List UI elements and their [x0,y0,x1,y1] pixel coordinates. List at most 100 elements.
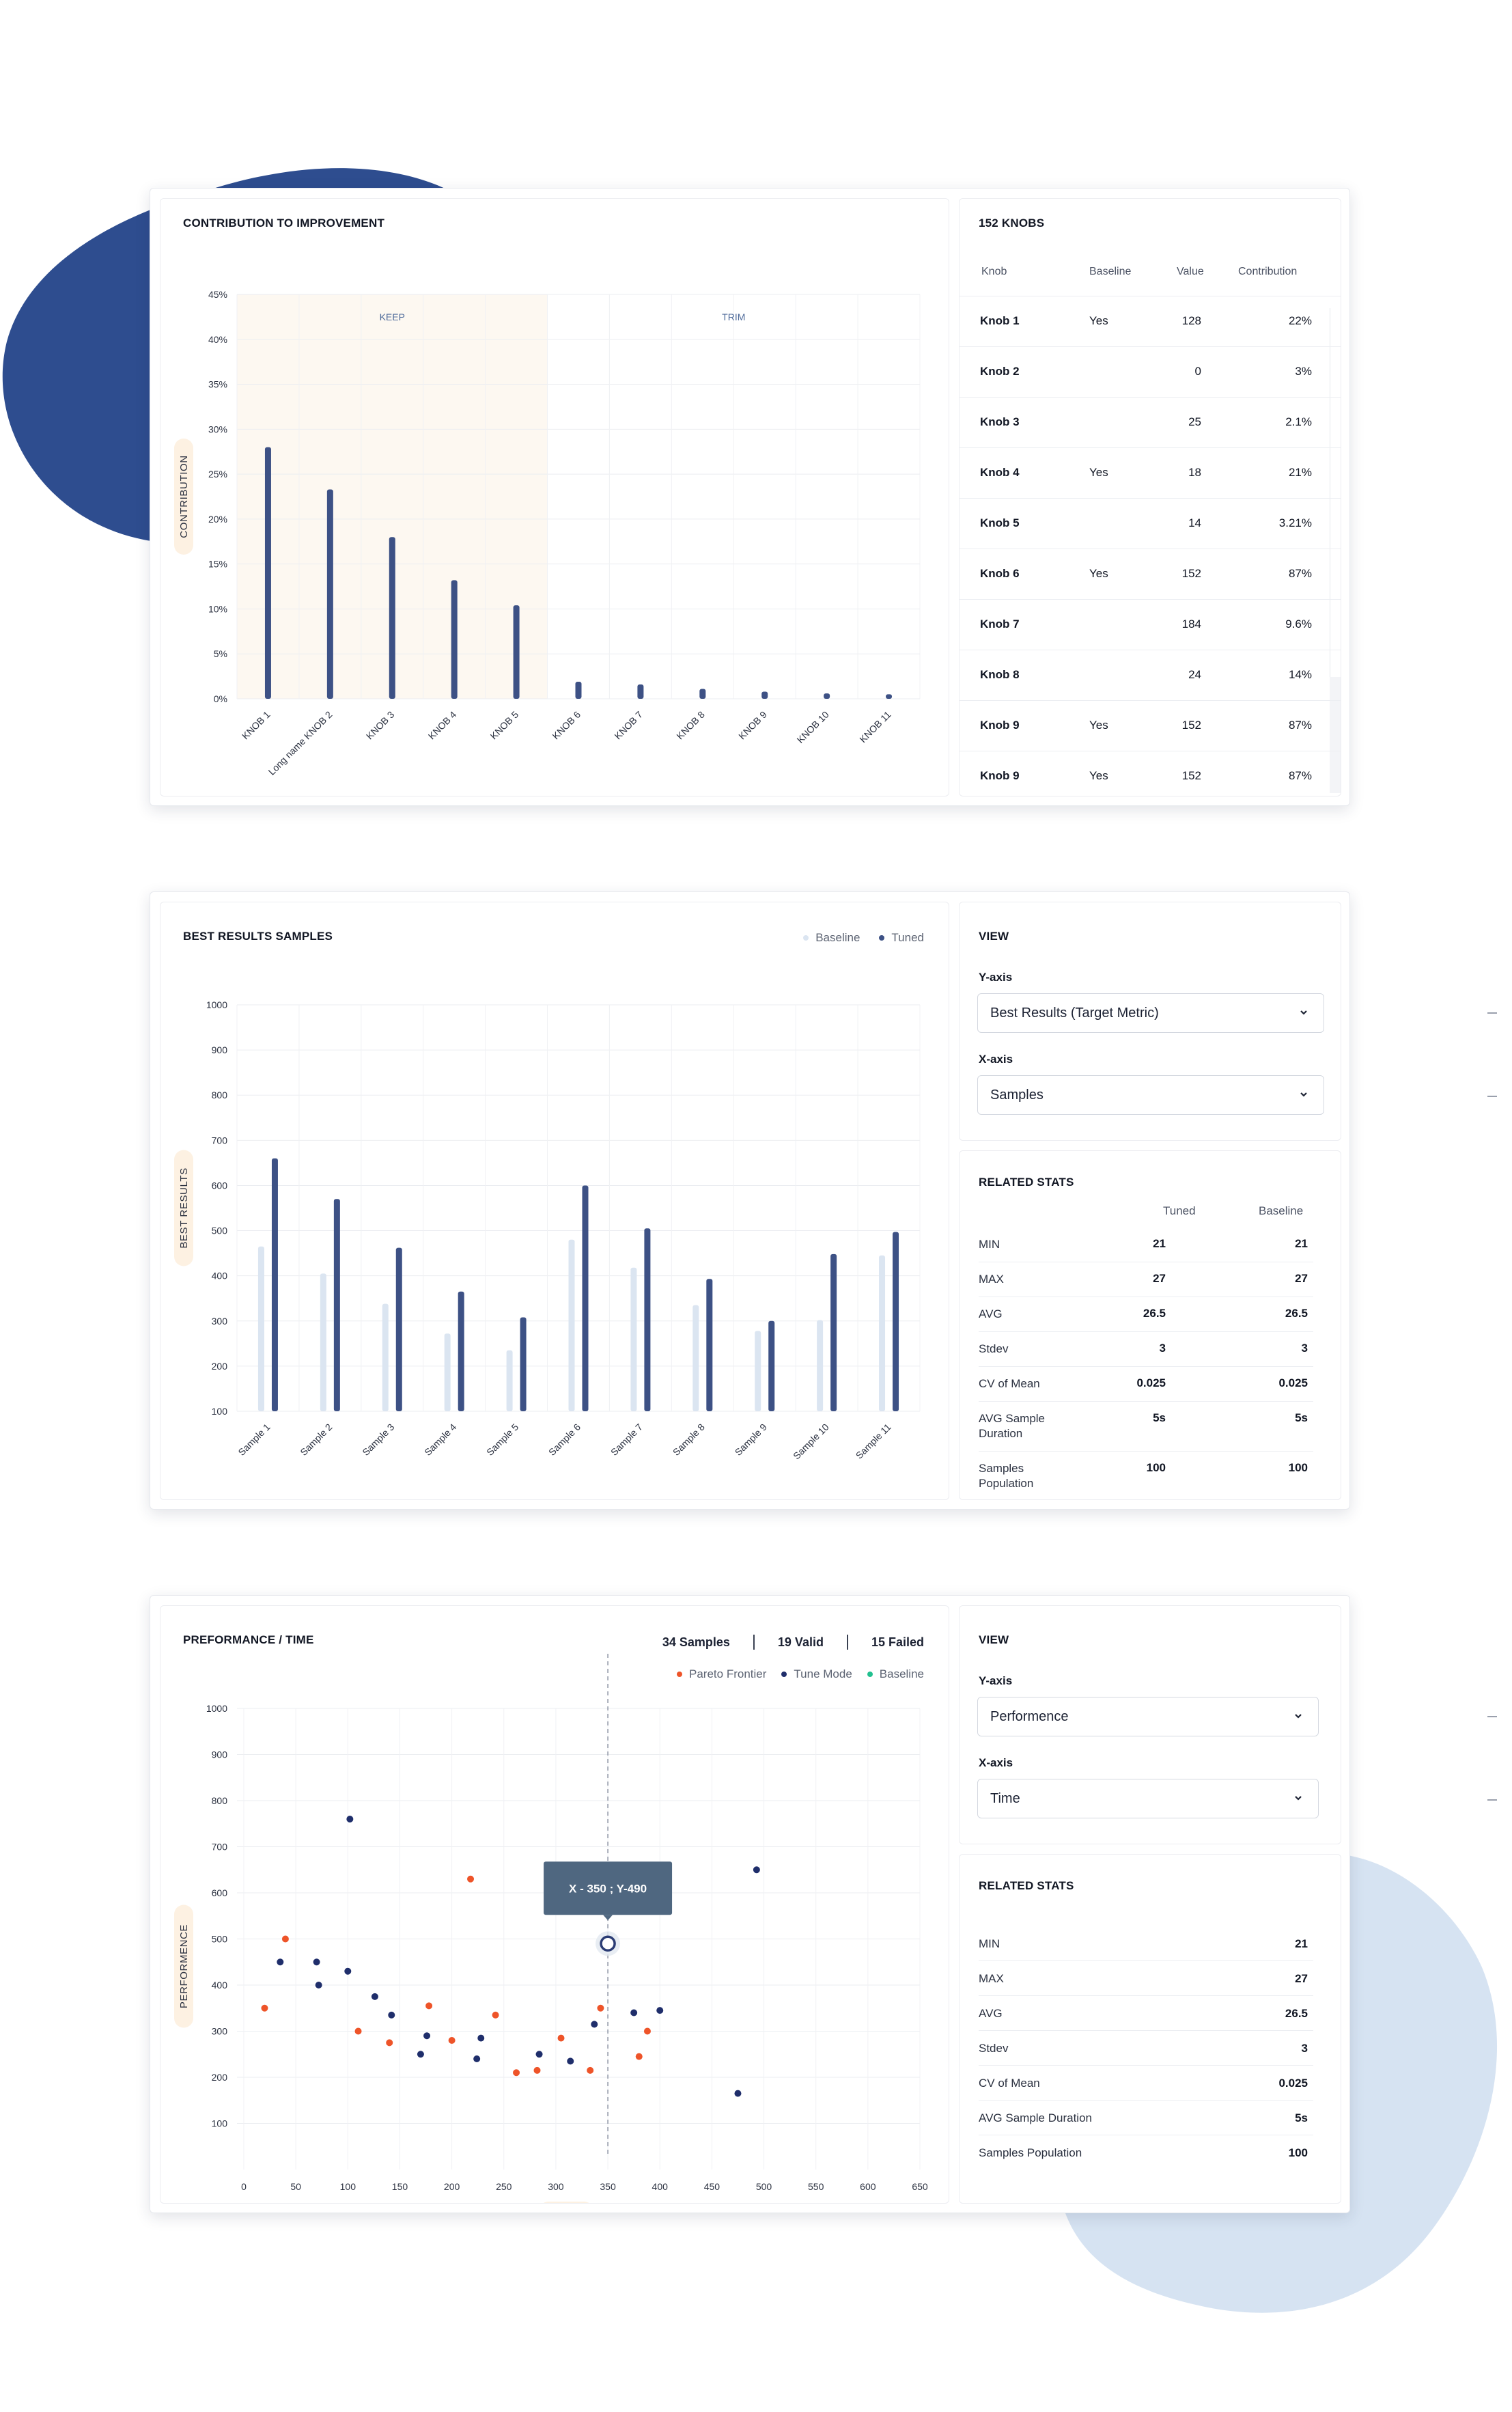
bar[interactable] [389,537,395,699]
bar[interactable] [575,682,582,699]
table-row[interactable]: Knob 6 Yes 152 87% [960,549,1341,599]
tune-mode-point[interactable] [346,1816,354,1822]
y-tick-label: 300 [212,1316,228,1327]
pareto-point[interactable] [425,2002,433,2010]
baseline-bar[interactable] [879,1255,886,1411]
pareto-point[interactable] [261,2004,268,2012]
tune-mode-point[interactable] [753,1866,760,1874]
tuned-bar[interactable] [706,1279,713,1411]
pareto-point[interactable] [597,2004,604,2012]
tuned-bar[interactable] [830,1253,837,1411]
table-row[interactable]: Knob 8 24 14% [960,650,1341,700]
pareto-point[interactable] [635,2053,643,2060]
table-row[interactable]: Knob 7 184 9.6% [960,599,1341,650]
baseline-bar[interactable] [568,1239,575,1411]
bar[interactable] [761,691,768,699]
stat-tuned-value: 3 [1159,1342,1166,1355]
baseline-bar[interactable] [755,1331,761,1411]
tune-mode-point[interactable] [277,1958,284,1966]
baseline-bar[interactable] [382,1303,389,1411]
performance-scatter-chart[interactable]: 100 200 300 400 500 600 700 800 900 1000 0 50 100 150… [160,1606,949,2204]
y-axis-select[interactable]: Best Results (Target Metric) [977,993,1324,1033]
legend-item-pareto[interactable]: Pareto Frontier [677,1667,766,1681]
bar[interactable] [264,447,271,699]
tune-mode-point[interactable] [734,2090,742,2097]
table-row[interactable]: Knob 3 25 2.1% [960,397,1341,447]
tune-mode-point[interactable] [473,2055,481,2062]
tune-mode-point[interactable] [656,2007,664,2014]
table-row[interactable]: Knob 4 Yes 18 21% [960,447,1341,498]
table-row[interactable]: Knob 2 0 3% [960,346,1341,397]
column-header-knob[interactable]: Knob [981,266,1007,277]
baseline-bar[interactable] [630,1267,637,1411]
pareto-point[interactable] [354,2027,362,2035]
legend-label: Tune Mode [794,1667,852,1680]
tune-mode-point[interactable] [344,1967,352,1975]
tune-mode-point[interactable] [388,2011,395,2019]
tuned-bar[interactable] [893,1232,899,1411]
highlight-point[interactable] [600,1935,616,1952]
tune-mode-point[interactable] [591,2021,598,2028]
baseline-bar[interactable] [257,1246,264,1411]
x-tick-label: Sample 1 [236,1422,272,1458]
tuned-bar[interactable] [644,1228,651,1411]
table-row[interactable]: Knob 1 Yes 128 22% [960,296,1341,346]
pareto-point[interactable] [492,2011,499,2019]
knobs-table-panel[interactable]: 152 KNOBS Knob Baseline Value Contributi… [959,198,1341,796]
x-axis-select[interactable]: Samples [977,1075,1324,1115]
baseline-bar[interactable] [320,1273,326,1411]
tuned-bar[interactable] [582,1185,589,1411]
bar[interactable] [513,605,520,699]
baseline-bar[interactable] [692,1305,699,1411]
tuned-bar[interactable] [520,1317,527,1411]
x-tick-label: Sample 6 [546,1422,583,1458]
table-row[interactable]: Knob 9 Yes 152 87% [960,700,1341,751]
legend-item-baseline[interactable]: Baseline [803,931,860,945]
tuned-bar[interactable] [271,1158,278,1411]
baseline-bar[interactable] [817,1320,824,1411]
tune-mode-point[interactable] [477,2034,485,2042]
bar[interactable] [886,694,893,699]
tune-mode-point[interactable] [567,2057,574,2065]
tune-mode-point[interactable] [423,2032,431,2040]
table-row[interactable]: Knob 5 14 3.21% [960,498,1341,549]
bar[interactable] [451,580,458,699]
tune-mode-point[interactable] [630,2009,638,2016]
tuned-bar[interactable] [395,1247,402,1411]
pareto-point[interactable] [557,2034,565,2042]
bar[interactable] [326,489,333,699]
pareto-point[interactable] [643,2027,651,2035]
x-axis-select[interactable]: Time [977,1779,1319,1818]
pareto-point[interactable] [386,2039,393,2047]
scrollbar-thumb[interactable] [1330,308,1341,677]
table-row[interactable]: Knob 9 Yes 152 87% [960,751,1341,796]
tuned-bar[interactable] [768,1320,775,1411]
y-axis-select[interactable]: Performence [977,1697,1319,1736]
baseline-bar[interactable] [444,1333,451,1411]
pareto-point[interactable] [513,2069,520,2077]
tuned-bar[interactable] [333,1199,340,1411]
column-header-value[interactable]: Value [1177,266,1204,277]
tune-mode-point[interactable] [535,2051,543,2058]
pareto-point[interactable] [587,2066,594,2074]
bar[interactable] [824,693,830,699]
pareto-point[interactable] [533,2066,541,2074]
bar[interactable] [699,689,706,699]
x-tick-label: 200 [444,2181,460,2192]
pareto-point[interactable] [467,1875,475,1883]
tooltip-text: X - 350 ; Y-490 [569,1882,647,1895]
baseline-bar[interactable] [506,1350,513,1411]
column-header-contribution[interactable]: Contribution [1238,266,1298,277]
tune-mode-point[interactable] [315,1982,322,1988]
legend-item-baseline[interactable]: Baseline [867,1667,924,1681]
tune-mode-point[interactable] [371,1993,378,2000]
pareto-point[interactable] [448,2037,456,2044]
legend-item-tuned[interactable]: Tuned [879,931,924,945]
legend-item-tune-mode[interactable]: Tune Mode [781,1667,852,1681]
column-header-baseline[interactable]: Baseline [1089,266,1132,277]
bar[interactable] [637,684,644,699]
pareto-point[interactable] [281,1935,289,1943]
tuned-bar[interactable] [458,1291,464,1411]
tune-mode-point[interactable] [313,1958,320,1966]
tune-mode-point[interactable] [417,2051,424,2058]
